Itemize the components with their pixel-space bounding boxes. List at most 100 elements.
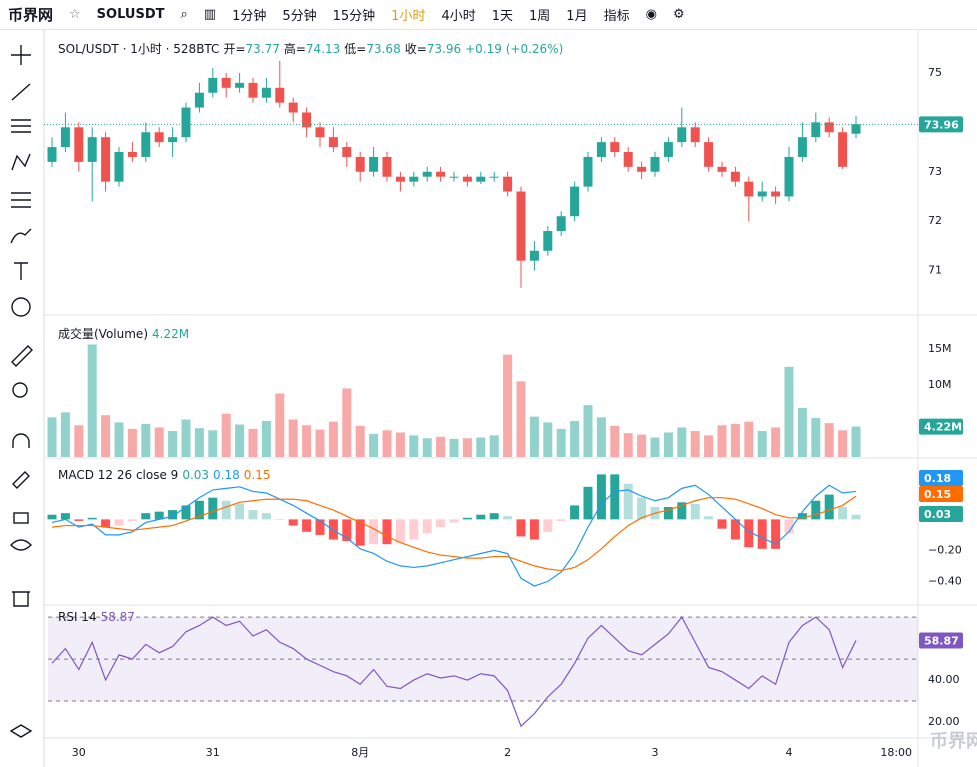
candle-body: [127, 152, 137, 157]
interval-button[interactable]: 1月: [566, 9, 588, 24]
interval-button[interactable]: 1分钟: [232, 9, 267, 24]
top-toolbar: 币界网 ☆ SOLUSDT ⌕ ▥ 1分钟 5分钟 15分钟 1小时 4小时 1天 1周 1月…: [0, 0, 977, 30]
interval-button[interactable]: 5分钟: [282, 9, 317, 24]
volume-bar: [436, 436, 446, 457]
volume-bar: [610, 425, 620, 457]
volume-bar: [570, 420, 580, 457]
y-tick-label: −0.20: [928, 543, 962, 556]
interval-button[interactable]: 1小时: [391, 9, 426, 24]
macd-hist-bar: [235, 503, 245, 520]
volume-bar: [516, 381, 526, 457]
indicators-button[interactable]: 指标: [603, 9, 630, 24]
macd-hist-bar: [141, 513, 151, 520]
candle-body: [248, 82, 258, 98]
volume-bar: [101, 415, 111, 457]
volume-bar: [851, 426, 861, 457]
ohlc-value: 73.96: [426, 42, 462, 56]
ruler-tool[interactable]: [11, 345, 33, 367]
macd-value: 0.03: [182, 468, 210, 482]
macd-hist-bar: [114, 519, 124, 526]
camera-icon[interactable]: ◉: [645, 7, 657, 22]
volume-bar: [583, 405, 593, 457]
volume-bar: [704, 435, 714, 457]
macd-badge-text: 0.03: [924, 508, 951, 521]
candle-body: [208, 77, 218, 93]
fib-tool[interactable]: [11, 119, 31, 133]
volume-bar: [87, 344, 97, 457]
macd-hist-bar: [302, 519, 312, 532]
chart-type-icon[interactable]: ▥: [203, 7, 217, 22]
candle-body: [610, 142, 620, 153]
candle-body: [395, 176, 405, 182]
volume-bar: [677, 427, 687, 457]
pattern-tool[interactable]: [11, 153, 31, 171]
candle-body: [369, 156, 379, 172]
volume-bar: [355, 425, 365, 457]
favorite-icon[interactable]: ☆: [69, 7, 81, 22]
candle-body: [811, 122, 821, 138]
macd-badge-text: 0.18: [924, 472, 951, 485]
search-icon[interactable]: ⌕: [180, 7, 188, 22]
macd-hist-bar: [623, 483, 633, 520]
macd-hist-bar: [248, 510, 258, 520]
macd-hist-bar: [704, 516, 714, 520]
macd-hist-bar: [677, 502, 687, 520]
emoji-tool[interactable]: [11, 297, 31, 317]
volume-bar: [288, 419, 298, 457]
interval-button[interactable]: 1周: [529, 9, 551, 24]
interval-button[interactable]: 15分钟: [332, 9, 376, 24]
candle-body: [797, 137, 807, 157]
lock-tool[interactable]: [13, 512, 29, 524]
zoom-tool[interactable]: [12, 382, 28, 398]
x-tick-label: 3: [652, 746, 659, 759]
macd-hist-bar: [757, 519, 767, 549]
eye-tool[interactable]: [10, 539, 32, 551]
lock-draw-tool[interactable]: [12, 471, 30, 489]
symbol[interactable]: SOLUSDT: [96, 7, 165, 22]
candle-body: [462, 176, 472, 182]
macd-hist-bar: [154, 511, 164, 520]
crosshair-tool[interactable]: [11, 45, 31, 65]
candle-body: [436, 171, 446, 177]
macd-hist-bar: [342, 519, 352, 542]
layers-tool[interactable]: [9, 724, 33, 738]
volume-legend: 成交量(Volume) 4.22M: [58, 325, 193, 342]
macd-hist-bar: [771, 519, 781, 549]
ohlc-value: 73.77: [245, 42, 280, 56]
x-tick-label: 18:00: [880, 746, 912, 759]
volume-bar: [235, 424, 245, 457]
macd-hist-bar: [462, 517, 472, 520]
volume-bar: [811, 418, 821, 457]
candle-body: [637, 166, 647, 172]
macd-hist-bar: [449, 519, 459, 523]
candle-body: [838, 132, 848, 167]
candle-body: [235, 82, 245, 88]
projection-tool[interactable]: [11, 192, 31, 208]
rsi-legend: RSI 14 58.87: [58, 610, 139, 624]
line-tool[interactable]: [11, 83, 31, 101]
rsi-badge-text: 58.87: [924, 634, 959, 647]
candle-body: [355, 156, 365, 172]
candle-body: [181, 107, 191, 138]
trash-tool[interactable]: [12, 591, 30, 607]
macd-hist-bar: [838, 506, 848, 520]
candle-body: [516, 191, 526, 261]
interval-button[interactable]: 1天: [491, 9, 514, 24]
candle-body: [730, 171, 740, 182]
candle-body: [221, 77, 231, 88]
candle-body: [302, 112, 312, 128]
macd-hist-bar: [730, 519, 740, 540]
volume-bar: [302, 425, 312, 457]
volume-bar: [503, 354, 513, 457]
volume-bar: [395, 432, 405, 457]
interval-button[interactable]: 4小时: [441, 9, 476, 24]
settings-icon[interactable]: ⚙: [672, 7, 685, 22]
macd-hist-bar: [516, 519, 526, 537]
text-tool[interactable]: [14, 262, 28, 280]
volume-bar: [663, 432, 673, 457]
brush-tool[interactable]: [10, 228, 32, 244]
macd-hist-bar: [824, 494, 834, 520]
volume-bar: [838, 430, 848, 457]
volume-bar: [543, 422, 553, 457]
magnet-tool[interactable]: [12, 433, 30, 448]
